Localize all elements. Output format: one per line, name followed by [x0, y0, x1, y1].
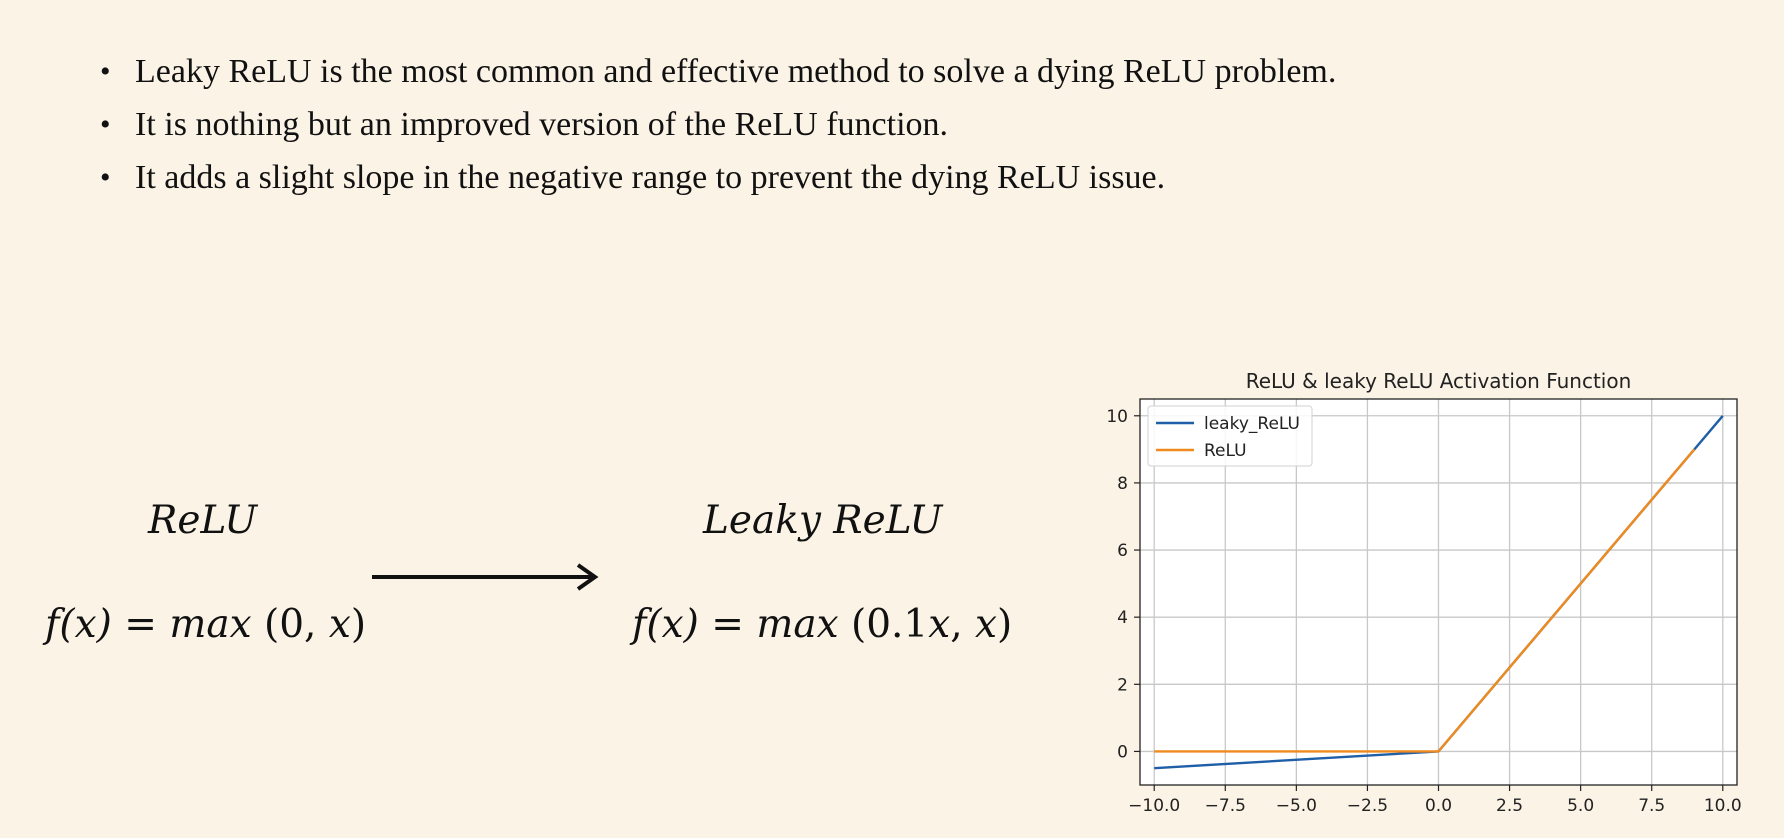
relu-formula-args-open: (0, — [251, 602, 329, 647]
leaky-formula-sep: , — [950, 602, 976, 647]
x-tick-label: 0.0 — [1425, 796, 1452, 816]
leaky-formula-x2: x — [975, 602, 998, 647]
chart-svg: −10.0 −7.5 −5.0 −2.5 0.0 2.5 5.0 7.5 10.0 0 2 4 6 8 10… — [1106, 369, 1742, 816]
leaky-formula-fx: f(x) — [632, 602, 699, 647]
bullet-list: Leaky ReLU is the most common and effect… — [100, 45, 1336, 204]
bullet-item: It is nothing but an improved version of… — [100, 98, 1336, 151]
bullet-item: It adds a slight slope in the negative r… — [100, 151, 1336, 204]
relu-title: ReLU — [148, 498, 258, 543]
relu-formula-eq: = — [111, 602, 170, 647]
leaky-formula-args-close: ) — [997, 602, 1013, 647]
x-tick-label: 2.5 — [1496, 796, 1523, 816]
x-tick-label: 5.0 — [1567, 796, 1594, 816]
y-tick-label: 0 — [1117, 742, 1128, 762]
relu-formula-fn: max — [169, 602, 252, 647]
x-tick-label: −5.0 — [1276, 796, 1317, 816]
relu-formula: f(x) = max (0, x) — [45, 602, 366, 647]
legend-label-0: leaky_ReLU — [1204, 414, 1300, 434]
leaky-formula-args-open: (0.1 — [838, 602, 929, 647]
y-tick-label: 6 — [1117, 541, 1128, 561]
relu-formula-fx: f(x) — [45, 602, 112, 647]
leaky-formula-eq: = — [698, 602, 757, 647]
right-arrow-icon — [372, 563, 599, 591]
leaky-relu-formula: f(x) = max (0.1x, x) — [632, 602, 1012, 647]
leaky-relu-title: Leaky ReLU — [703, 498, 943, 543]
leaky-formula-fn: max — [756, 602, 839, 647]
activation-chart: −10.0 −7.5 −5.0 −2.5 0.0 2.5 5.0 7.5 10.0 0 2 4 6 8 10… — [1080, 360, 1760, 825]
y-tick-label: 10 — [1106, 407, 1128, 427]
relu-formula-args-close: ) — [350, 602, 367, 647]
bullet-item: Leaky ReLU is the most common and effect… — [100, 45, 1336, 98]
x-tick-label: 7.5 — [1638, 796, 1665, 816]
x-tick-label: 10.0 — [1704, 796, 1742, 816]
legend-label-1: ReLU — [1204, 441, 1247, 461]
chart-title: ReLU & leaky ReLU Activation Function — [1246, 369, 1632, 393]
x-tick-label: −10.0 — [1128, 796, 1180, 816]
y-tick-label: 4 — [1117, 608, 1128, 628]
leaky-formula-x1: x — [928, 602, 951, 647]
relu-formula-x: x — [328, 602, 351, 647]
y-tick-label: 8 — [1117, 474, 1128, 494]
x-tick-label: −7.5 — [1205, 796, 1246, 816]
series-line-1 — [1154, 448, 1696, 753]
y-tick-label: 2 — [1117, 675, 1128, 695]
x-tick-label: −2.5 — [1347, 796, 1388, 816]
